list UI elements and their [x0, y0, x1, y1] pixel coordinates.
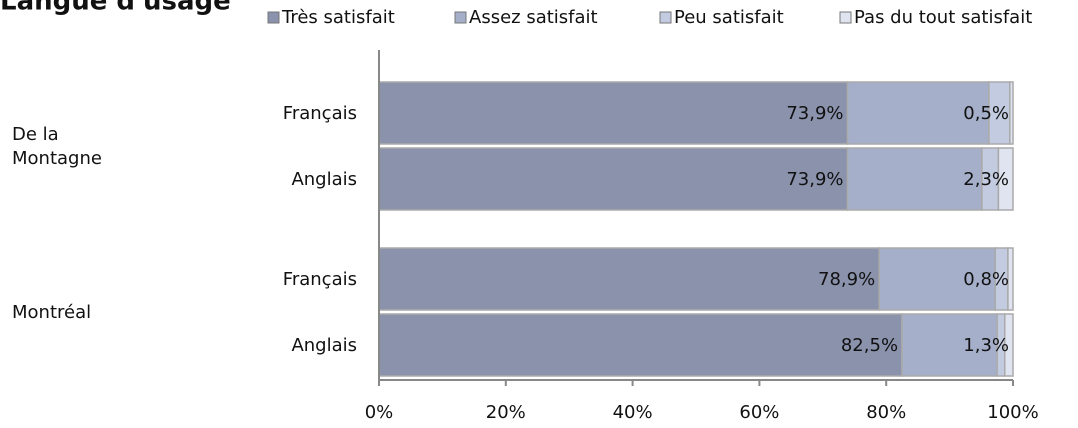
x-tick-label: 0%: [365, 402, 394, 423]
legend-swatch: [454, 11, 467, 24]
bar-segment: [1009, 81, 1014, 145]
legend-swatch: [839, 11, 852, 24]
chart-title: Langue d'usage: [0, 0, 231, 17]
legend-swatch: [267, 11, 280, 24]
x-tick-label: 20%: [486, 402, 526, 423]
legend-swatch: [659, 11, 672, 24]
bar-segment: [378, 313, 903, 377]
x-tick-label: 100%: [987, 402, 1038, 423]
bar-segment: [846, 147, 983, 211]
data-label: 73,9%: [786, 169, 843, 190]
data-label: 73,9%: [786, 103, 843, 124]
legend-label: Pas du tout satisfait: [854, 7, 1032, 28]
data-label: 82,5%: [841, 335, 898, 356]
y-tick-label: Anglais: [291, 169, 357, 190]
bar-segment: [846, 81, 990, 145]
data-label: 78,9%: [818, 269, 875, 290]
data-label: 2,3%: [963, 169, 1009, 190]
group-label: De la: [12, 124, 59, 145]
bar-segment: [901, 313, 998, 377]
x-tick-label: 60%: [739, 402, 779, 423]
x-tick-label: 80%: [866, 402, 906, 423]
bar-segment: [378, 247, 880, 311]
x-tick-label: 40%: [613, 402, 653, 423]
data-label: 1,3%: [963, 335, 1009, 356]
y-tick-label: Français: [283, 269, 357, 290]
legend-label: Assez satisfait: [469, 7, 598, 28]
data-label: 0,5%: [963, 103, 1009, 124]
y-tick-label: Anglais: [291, 335, 357, 356]
bar-segment: [997, 147, 1014, 211]
legend-label: Très satisfait: [281, 7, 395, 28]
bar-segment: [1007, 247, 1014, 311]
bar-segment: [878, 247, 996, 311]
group-label: Montagne: [12, 148, 102, 169]
legend-label: Peu satisfait: [674, 7, 784, 28]
bar-segment: [1004, 313, 1014, 377]
bar-segment: [378, 81, 849, 145]
bar-segment: [378, 147, 849, 211]
y-tick-label: Français: [283, 103, 357, 124]
group-label: Montréal: [12, 302, 91, 323]
data-label: 0,8%: [963, 269, 1009, 290]
